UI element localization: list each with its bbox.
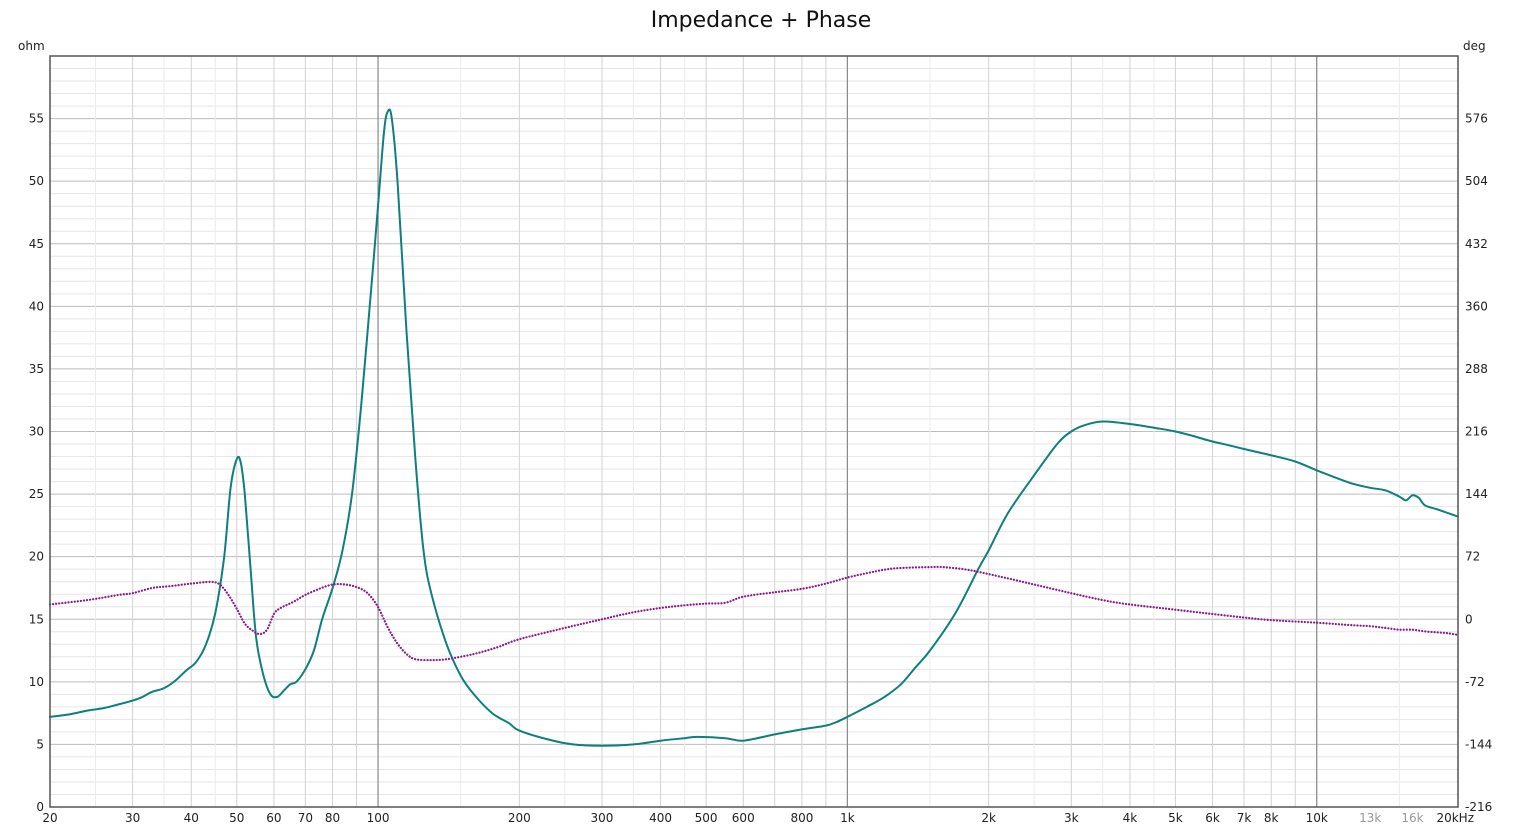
right-y-tick-label: 360 [1465, 299, 1488, 313]
right-y-tick-label: 432 [1465, 237, 1488, 251]
x-tick-label: 50 [229, 811, 244, 825]
right-y-tick-label: 576 [1465, 112, 1488, 126]
left-y-tick-label: 50 [29, 174, 44, 188]
x-tick-label: 20kHz [1436, 811, 1474, 825]
right-y-tick-label: 0 [1465, 612, 1473, 626]
chart-title: Impedance + Phase [651, 8, 872, 33]
x-tick-label: 400 [649, 811, 672, 825]
x-tick-label: 7k [1237, 811, 1252, 825]
left-y-tick-label: 15 [29, 612, 44, 626]
right-y-tick-label: -216 [1465, 800, 1492, 814]
right-y-tick-label: 216 [1465, 425, 1488, 439]
impedance-series-line [49, 108, 1459, 747]
grid [49, 56, 1459, 807]
x-tick-label: 1k [840, 811, 855, 825]
x-tick-label: 40 [184, 811, 199, 825]
x-tick-label: 4k [1123, 811, 1138, 825]
x-tick-label: 3k [1064, 811, 1079, 825]
right-y-tick-label: 504 [1465, 174, 1488, 188]
x-tick-label: 600 [732, 811, 755, 825]
x-tick-label: 80 [325, 811, 340, 825]
phase-series-line [48, 565, 1460, 662]
left-y-tick-label: 0 [36, 800, 44, 814]
x-tick-label: 6k [1205, 811, 1220, 825]
left-y-tick-label: 30 [29, 425, 44, 439]
x-tick-label: 5k [1168, 811, 1183, 825]
x-axis-ticks: 20 30 40 50 60 70 80 100 200 300 400 500 600 800 1k 2k 3… [42, 811, 1474, 825]
x-tick-label: 16k [1401, 811, 1423, 825]
plot-frame [49, 55, 1459, 808]
x-tick-label: 200 [508, 811, 531, 825]
left-axis-ticks: 0 5 10 15 20 25 30 35 40 45 50 55 [29, 112, 44, 814]
right-y-tick-label: 72 [1465, 550, 1480, 564]
right-y-tick-label: 144 [1465, 487, 1488, 501]
x-tick-label: 100 [367, 811, 390, 825]
left-y-tick-label: 35 [29, 362, 44, 376]
left-y-tick-label: 5 [36, 737, 44, 751]
left-y-tick-label: 20 [29, 550, 44, 564]
x-tick-label: 300 [591, 811, 614, 825]
x-tick-label: 30 [125, 811, 140, 825]
x-tick-label: 10k [1306, 811, 1328, 825]
right-y-tick-label: 288 [1465, 362, 1488, 376]
left-y-tick-label: 40 [29, 299, 44, 313]
right-y-tick-label: -144 [1465, 737, 1492, 751]
left-axis-unit: ohm [18, 39, 45, 53]
right-axis-unit: deg [1463, 39, 1486, 53]
left-y-tick-label: 25 [29, 487, 44, 501]
x-tick-label: 8k [1264, 811, 1279, 825]
left-y-tick-label: 55 [29, 112, 44, 126]
x-tick-label: 13k [1359, 811, 1381, 825]
x-tick-label: 20 [42, 811, 57, 825]
x-tick-label: 60 [266, 811, 281, 825]
x-tick-label: 800 [790, 811, 813, 825]
right-axis-ticks: -216 -144 -72 0 72 144 216 288 360 432 504 576 [1465, 112, 1492, 814]
x-tick-label: 70 [298, 811, 313, 825]
x-tick-label: 2k [981, 811, 996, 825]
x-tick-label: 500 [695, 811, 718, 825]
right-y-tick-label: -72 [1465, 675, 1485, 689]
left-y-tick-label: 10 [29, 675, 44, 689]
left-y-tick-label: 45 [29, 237, 44, 251]
series-layer [48, 108, 1460, 747]
